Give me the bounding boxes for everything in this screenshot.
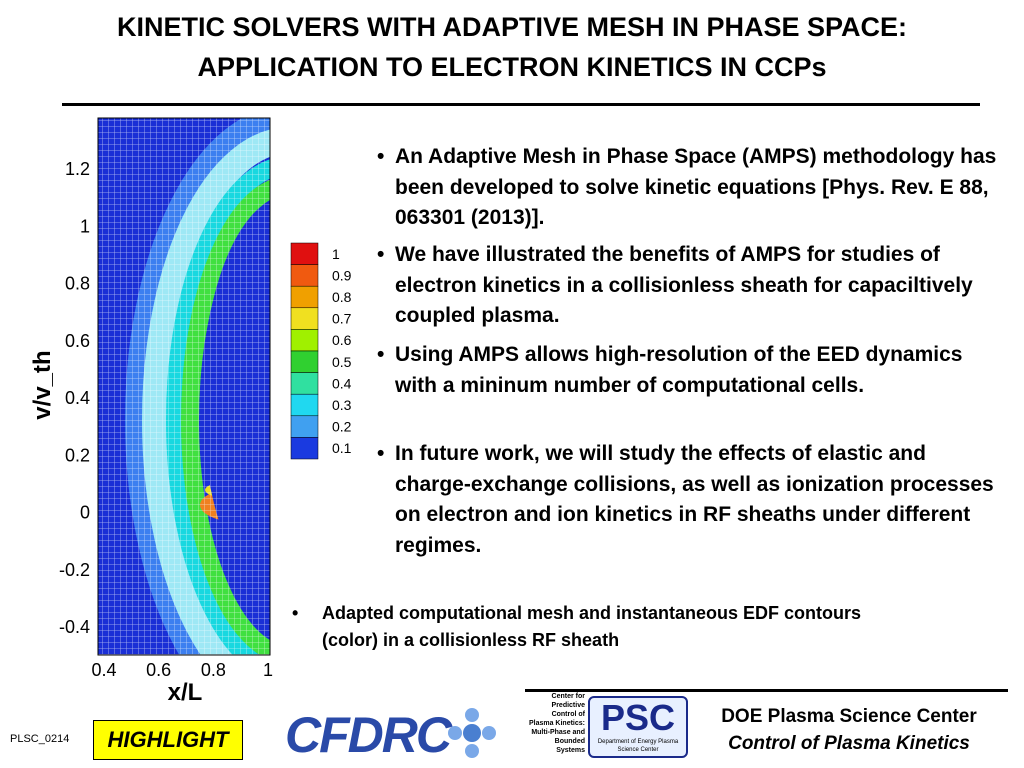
psc-logo-text: PSC xyxy=(600,697,676,738)
org-line: DOE Plasma Science Center xyxy=(721,706,977,727)
colorbar-cell xyxy=(290,415,319,438)
x-tick-label: 0.6 xyxy=(146,660,171,680)
colorbar-cell xyxy=(290,372,319,395)
colorbar-label: 0.9 xyxy=(332,267,352,283)
y-tick-label: 1 xyxy=(80,216,90,236)
y-tick-label: 0.2 xyxy=(65,445,90,465)
colorbar: 1 0.9 0.8 0.7 0.6 0.5 0.4 0.3 0.2 0.1 xyxy=(290,242,352,460)
caption: • Adapted computational mesh and instant… xyxy=(290,600,910,654)
colorbar-cell xyxy=(290,329,319,352)
highlight-badge: HIGHLIGHT xyxy=(93,720,243,760)
y-tick-label: -0.2 xyxy=(59,560,90,580)
colorbar-label: 0.4 xyxy=(332,375,352,391)
title-line: KINETIC SOLVERS WITH ADAPTIVE MESH IN PH… xyxy=(116,12,908,42)
caption-bullet: • xyxy=(292,603,299,623)
x-tick-label: 1 xyxy=(263,660,273,680)
plot: 1.2 1 0.8 0.6 0.4 0.2 0 -0.2 -0.4 0.4 0.6 0.8 1 v/v_… xyxy=(29,117,352,706)
x-tick-label: 0.4 xyxy=(91,660,116,680)
colorbar-cell xyxy=(290,285,319,309)
colorbar-label: 0.8 xyxy=(332,289,352,305)
colorbar-cell xyxy=(290,350,319,373)
colorbar-cell xyxy=(290,437,319,460)
y-tick-label: 0.6 xyxy=(65,331,90,351)
title-line: APPLICATION TO ELECTRON KINETICS IN CCPs xyxy=(197,52,827,82)
colorbar-label: 1 xyxy=(332,246,340,262)
colorbar-cell xyxy=(290,307,319,330)
colorbar-label: 0.5 xyxy=(332,354,352,370)
bullet: In future work, we will study the effect… xyxy=(375,439,1005,561)
colorbar-label: 0.1 xyxy=(332,440,352,456)
y-axis-label: v/v_th xyxy=(29,350,56,419)
psc-logo: PSC Department of Energy Plasma Science … xyxy=(588,696,688,758)
title-rule xyxy=(62,103,980,106)
y-tick-label: -0.4 xyxy=(59,617,90,637)
colorbar-cell xyxy=(290,264,319,287)
footer-rule xyxy=(525,689,1008,692)
cfdrc-logo: CFDRC xyxy=(285,707,452,763)
atom-icon xyxy=(448,708,496,758)
colorbar-label: 0.2 xyxy=(332,419,352,435)
y-tick-label: 0 xyxy=(80,503,90,523)
y-tick-label: 1.2 xyxy=(65,159,90,179)
org-line: Control of Plasma Kinetics xyxy=(728,733,970,754)
y-ticks: 1.2 1 0.8 0.6 0.4 0.2 0 -0.2 -0.4 0.4 0.6 0.8 1 xyxy=(59,159,273,680)
colorbar-cell xyxy=(290,242,319,265)
bullet: Using AMPS allows high-resolution of the… xyxy=(375,340,1005,401)
colorbar-cell xyxy=(290,393,319,417)
x-tick-label: 0.8 xyxy=(201,660,226,680)
psc-logo-sub: Department of Energy Plasma Science Cent… xyxy=(597,739,679,753)
bullet: We have illustrated the benefits of AMPS… xyxy=(375,240,1005,332)
center-logo-text: Center for Predictive Control of Plasma … xyxy=(528,693,585,754)
y-tick-label: 0.4 xyxy=(65,388,90,408)
colorbar-label: 0.6 xyxy=(332,332,352,348)
caption-text: Adapted computational mesh and instantan… xyxy=(322,603,862,650)
x-axis-label: x/L xyxy=(168,679,203,706)
y-tick-label: 0.8 xyxy=(65,274,90,294)
bullet: An Adaptive Mesh in Phase Space (AMPS) m… xyxy=(375,142,1005,234)
colorbar-label: 0.7 xyxy=(332,311,352,327)
slide-code: PLSC_0214 xyxy=(10,733,70,745)
colorbar-label: 0.3 xyxy=(332,397,352,413)
plot-frame xyxy=(97,117,271,656)
contour xyxy=(98,118,270,655)
